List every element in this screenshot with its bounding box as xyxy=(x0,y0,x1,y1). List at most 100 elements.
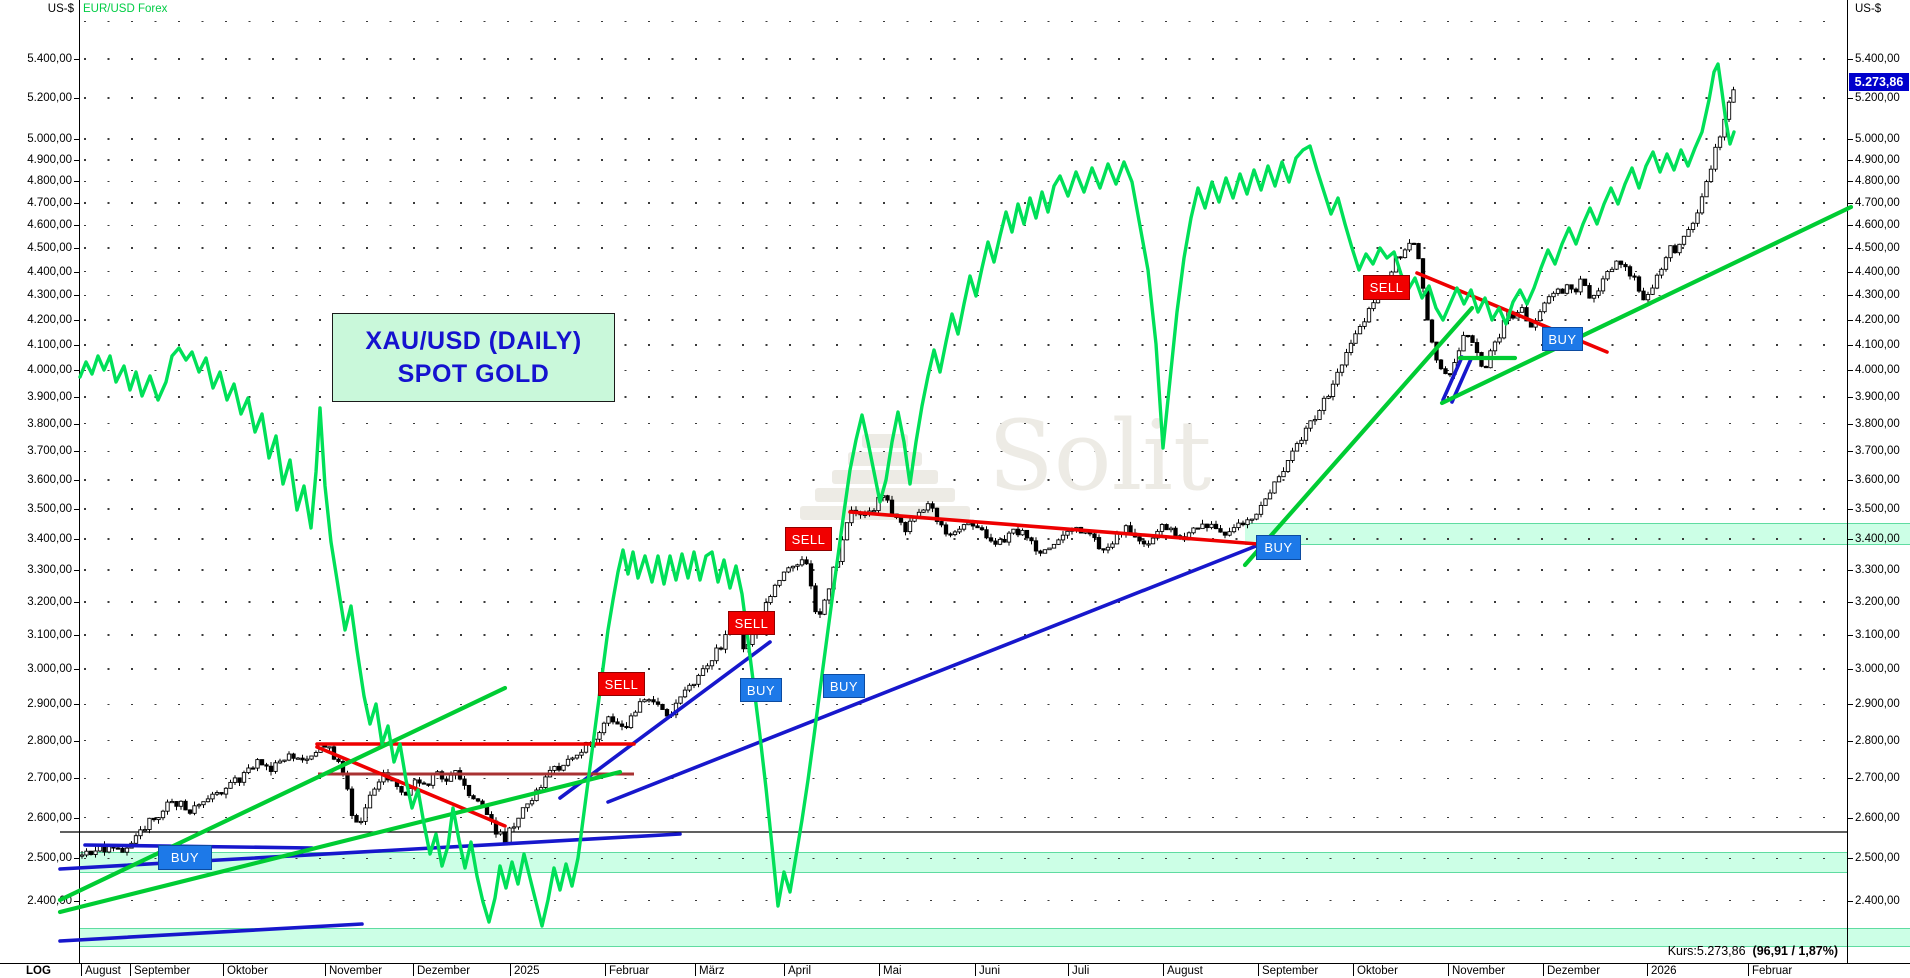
candle-body xyxy=(1641,290,1646,301)
candle-body xyxy=(903,521,908,533)
price-axis-label-left: 5.200,00 xyxy=(27,92,72,104)
gridline xyxy=(84,294,1844,297)
chart-title-annotation[interactable]: XAU/USD (DAILY) SPOT GOLD xyxy=(332,313,615,402)
sell-signal-label[interactable]: SELL xyxy=(785,527,832,551)
trendline-blue[interactable] xyxy=(58,922,364,943)
log-scale-label[interactable]: LOG xyxy=(26,965,51,977)
candle-body xyxy=(1407,242,1412,251)
candle-body xyxy=(1101,548,1106,551)
trendline-blue[interactable] xyxy=(58,832,682,871)
overlay-series-label[interactable]: EUR/USD Forex xyxy=(83,3,168,15)
trendline-blue[interactable] xyxy=(1441,355,1464,402)
candle-body xyxy=(124,847,130,853)
candle-body xyxy=(1231,527,1237,533)
candle-body xyxy=(106,846,112,853)
last-price-tag: 5.273,86 xyxy=(1849,73,1909,91)
price-axis-label-left: 2.800,00 xyxy=(27,735,72,747)
candle-body xyxy=(1663,257,1669,270)
candle-body xyxy=(214,792,220,795)
axis-tick xyxy=(1848,480,1853,481)
candle-body xyxy=(817,611,823,615)
candle-body xyxy=(682,689,688,698)
month-tick xyxy=(325,963,326,976)
candle-body xyxy=(1578,278,1583,293)
gridline xyxy=(84,538,1844,540)
candle-body xyxy=(1411,242,1417,245)
candle-body xyxy=(619,723,625,727)
candle-body xyxy=(997,538,1003,545)
candle-body xyxy=(1204,523,1210,529)
candle-body xyxy=(1245,519,1250,526)
candle-body xyxy=(979,527,985,531)
trendline-blue[interactable] xyxy=(606,544,1258,804)
buy-signal-label[interactable]: BUY xyxy=(1542,327,1583,351)
price-axis-label-left: 3.200,00 xyxy=(27,596,72,608)
candle-body xyxy=(1555,288,1561,294)
candle-body xyxy=(466,784,472,797)
candle-body xyxy=(1312,419,1318,422)
candle-body xyxy=(1209,523,1214,529)
candle-body xyxy=(358,820,364,824)
gridline xyxy=(84,601,1844,603)
month-tick xyxy=(1068,963,1069,976)
month-label: Juli xyxy=(1072,965,1090,977)
trendline-red[interactable] xyxy=(315,745,507,828)
trendline-green[interactable] xyxy=(1439,204,1854,406)
price-axis-label-left: 2.700,00 xyxy=(27,772,72,784)
candle-body xyxy=(1213,523,1219,530)
trendline-red[interactable] xyxy=(848,510,1260,546)
buy-signal-label[interactable]: BUY xyxy=(1256,535,1301,560)
price-axis-label-left: 3.300,00 xyxy=(27,564,72,576)
buy-signal-label[interactable]: BUY xyxy=(158,845,212,870)
gridline xyxy=(84,270,1844,273)
candle-body xyxy=(133,835,139,844)
sell-signal-label[interactable]: SELL xyxy=(1363,275,1410,300)
price-axis-label-right: 4.100,00 xyxy=(1855,339,1900,351)
price-axis-label-left: 3.700,00 xyxy=(27,445,72,457)
buy-signal-label[interactable]: BUY xyxy=(823,674,865,698)
candle-body xyxy=(147,817,152,830)
candle-body xyxy=(1591,294,1597,299)
trendline-green[interactable] xyxy=(57,685,508,903)
candle-body xyxy=(462,778,467,786)
axis-tick xyxy=(1848,778,1853,779)
candle-body xyxy=(295,757,301,760)
sell-signal-label[interactable]: SELL xyxy=(728,611,775,635)
candle-body xyxy=(1191,527,1196,534)
candle-body xyxy=(1731,89,1736,103)
candle-body xyxy=(1015,528,1021,536)
sell-signal-label[interactable]: SELL xyxy=(598,672,645,696)
candle-body xyxy=(187,809,193,814)
buy-signal-label[interactable]: BUY xyxy=(740,678,782,702)
candle-body xyxy=(952,531,958,536)
candle-body xyxy=(372,788,377,796)
price-axis-label-right: 2.900,00 xyxy=(1855,698,1900,710)
candle-body xyxy=(1402,249,1408,259)
candle-body xyxy=(475,798,481,802)
candle-body xyxy=(210,793,215,800)
candle-body xyxy=(768,596,773,604)
trendline-green[interactable] xyxy=(57,769,623,915)
quote-status-line: Kurs:5.273,86 (96,91 / 1,87%) xyxy=(1400,944,1838,958)
candle-body xyxy=(471,795,476,800)
trendline-blue[interactable] xyxy=(558,640,772,800)
candle-body xyxy=(511,826,517,829)
candle-body xyxy=(813,585,818,613)
candle-body xyxy=(250,767,256,770)
candle-body xyxy=(966,522,971,526)
candle-body xyxy=(1447,373,1453,376)
candle-body xyxy=(610,716,616,723)
candle-body xyxy=(1353,333,1358,344)
support-resistance-band[interactable] xyxy=(80,928,1910,947)
axis-tick xyxy=(74,635,79,636)
axis-tick xyxy=(1848,397,1853,398)
axis-tick xyxy=(74,778,79,779)
trendline-green[interactable] xyxy=(1242,305,1475,568)
candle-body xyxy=(1614,260,1619,270)
forex-overlay-line[interactable] xyxy=(78,62,1736,928)
candle-body xyxy=(1654,274,1660,289)
price-axis-label-right: 2.700,00 xyxy=(1855,772,1900,784)
candle-body xyxy=(1285,460,1291,472)
